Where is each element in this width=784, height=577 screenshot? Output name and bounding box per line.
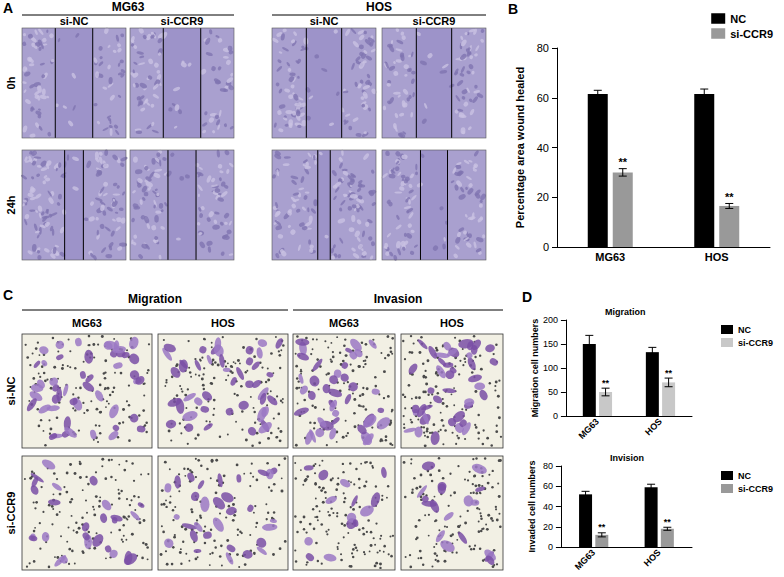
svg-text:NC: NC — [730, 13, 746, 25]
svg-text:200: 200 — [543, 315, 558, 325]
svg-text:Migration cell numbers: Migration cell numbers — [530, 319, 540, 418]
svg-text:Percentage area wound healed: Percentage area wound healed — [514, 67, 526, 228]
svg-text:**: ** — [602, 378, 610, 388]
svg-text:**: ** — [598, 522, 606, 532]
svg-text:0: 0 — [548, 542, 553, 552]
svg-text:Invaded cell numbers: Invaded cell numbers — [527, 460, 537, 552]
svg-text:si-CCR9: si-CCR9 — [161, 15, 204, 27]
svg-text:D: D — [522, 289, 532, 305]
svg-text:MG63: MG63 — [595, 251, 625, 263]
svg-text:MG63: MG63 — [112, 0, 145, 14]
svg-text:HOS: HOS — [440, 317, 464, 329]
svg-text:**: ** — [725, 191, 734, 203]
svg-text:HOS: HOS — [643, 416, 664, 437]
svg-text:**: ** — [618, 156, 627, 168]
svg-text:NC: NC — [738, 325, 751, 335]
svg-text:HOS: HOS — [705, 251, 729, 263]
svg-text:MG63: MG63 — [577, 416, 601, 440]
svg-text:si-NC: si-NC — [5, 377, 17, 406]
svg-text:si-CCR9: si-CCR9 — [730, 28, 773, 40]
svg-text:HOS: HOS — [211, 317, 235, 329]
svg-text:80: 80 — [537, 42, 549, 54]
svg-text:HOS: HOS — [366, 0, 392, 14]
svg-text:50: 50 — [548, 387, 558, 397]
svg-text:si-CCR9: si-CCR9 — [5, 492, 17, 535]
svg-text:NC: NC — [738, 471, 751, 481]
svg-text:150: 150 — [543, 339, 558, 349]
svg-text:60: 60 — [537, 92, 549, 104]
svg-text:40: 40 — [537, 142, 549, 154]
svg-text:Invision: Invision — [610, 453, 644, 463]
svg-text:A: A — [3, 0, 13, 16]
svg-text:100: 100 — [543, 363, 558, 373]
svg-text:Migration: Migration — [128, 292, 182, 306]
svg-text:B: B — [508, 1, 518, 17]
svg-text:20: 20 — [537, 191, 549, 203]
svg-text:Invasion: Invasion — [374, 292, 423, 306]
svg-text:0h: 0h — [5, 76, 17, 89]
svg-text:MG63: MG63 — [573, 547, 597, 571]
svg-text:si-CCR9: si-CCR9 — [738, 484, 773, 494]
svg-text:24h: 24h — [5, 195, 17, 214]
svg-text:si-NC: si-NC — [60, 15, 89, 27]
svg-text:20: 20 — [543, 522, 553, 532]
svg-text:MG63: MG63 — [329, 317, 359, 329]
svg-text:si-CCR9: si-CCR9 — [413, 15, 456, 27]
svg-text:**: ** — [664, 517, 672, 527]
svg-text:Migration: Migration — [605, 307, 646, 317]
svg-text:C: C — [3, 287, 13, 303]
svg-text:si-NC: si-NC — [310, 15, 339, 27]
svg-text:40: 40 — [543, 502, 553, 512]
svg-text:0: 0 — [543, 241, 549, 253]
svg-text:80: 80 — [543, 461, 553, 471]
svg-text:MG63: MG63 — [72, 317, 102, 329]
svg-text:0: 0 — [553, 411, 558, 421]
svg-text:**: ** — [665, 368, 673, 378]
svg-text:60: 60 — [543, 481, 553, 491]
svg-text:HOS: HOS — [642, 547, 663, 568]
svg-text:si-CCR9: si-CCR9 — [738, 338, 773, 348]
